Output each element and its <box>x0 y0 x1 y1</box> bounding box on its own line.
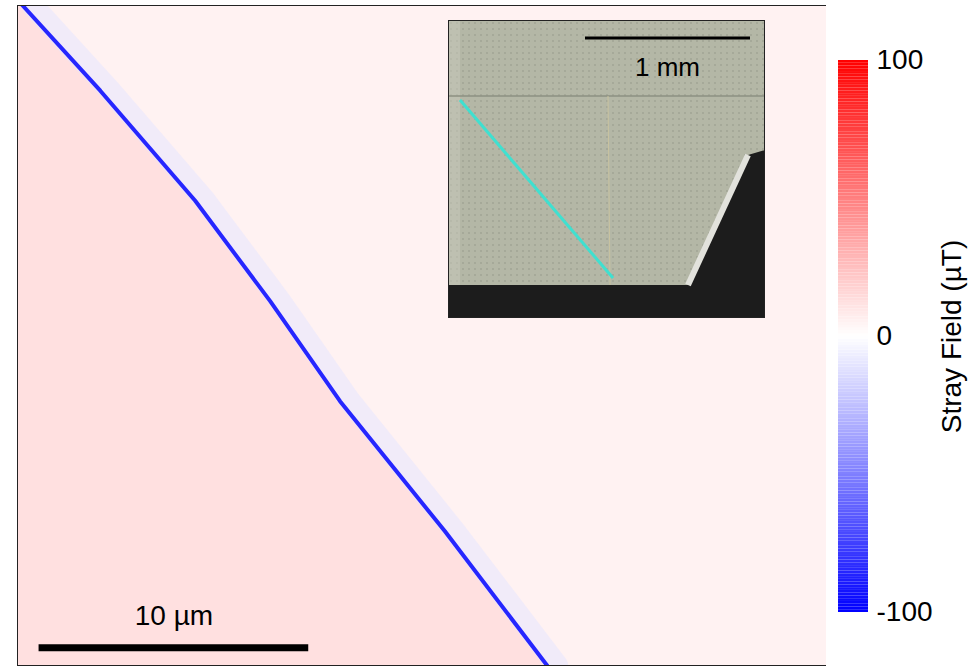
svg-text:-100: -100 <box>877 596 933 627</box>
svg-text:Stray Field (µT): Stray Field (µT) <box>936 240 967 433</box>
svg-text:10 µm: 10 µm <box>135 600 213 631</box>
svg-text:100: 100 <box>877 44 924 75</box>
svg-text:1 mm: 1 mm <box>635 52 700 82</box>
svg-text:0: 0 <box>877 320 893 351</box>
